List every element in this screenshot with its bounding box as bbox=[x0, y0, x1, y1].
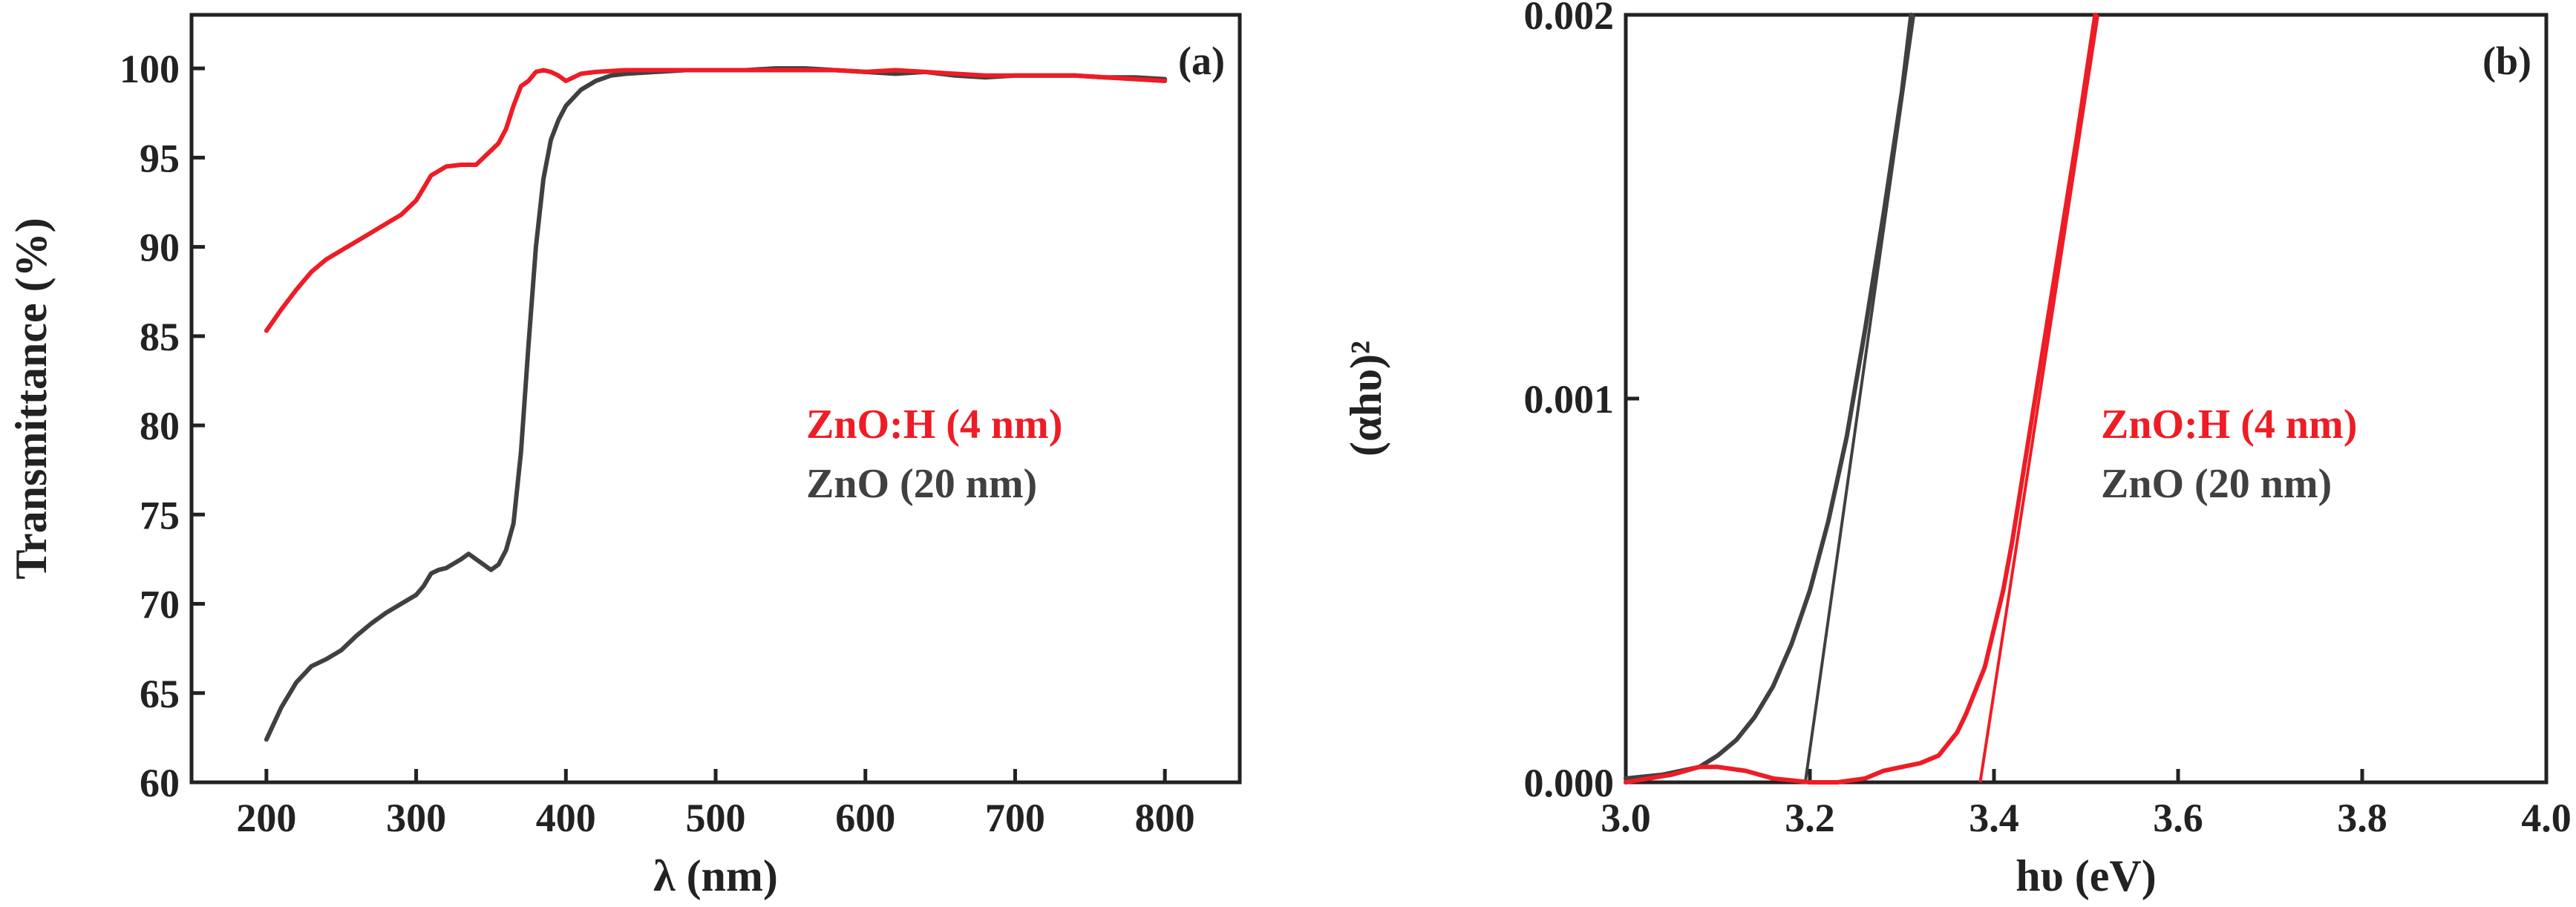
panel-a-legend-zno: ZnO (20 nm) bbox=[806, 461, 1037, 507]
panel-b-y-ticks: 0.000 0.001 0.002 bbox=[1524, 0, 1639, 805]
panel-a-tag: (a) bbox=[1178, 39, 1225, 83]
panel-a-plot-frame bbox=[189, 13, 1242, 785]
panel-b-x-tick-label: 4.0 bbox=[2521, 796, 2572, 840]
panel-a-x-tick-label: 600 bbox=[835, 796, 895, 840]
panel-b-x-axis-label: hυ (eV) bbox=[2016, 851, 2156, 900]
panel-a-legend-zno-h: ZnO:H (4 nm) bbox=[806, 402, 1062, 448]
panel-b-series bbox=[1624, 13, 2100, 785]
panel-b-x-tick-label: 3.0 bbox=[1601, 796, 1651, 840]
panel-b-y-tick-label: 0.001 bbox=[1524, 377, 1615, 422]
panel-b-plot-frame bbox=[1624, 13, 2549, 785]
panel-b-y-tick-label: 0.000 bbox=[1524, 761, 1615, 805]
panel-a-series-zno-h bbox=[264, 68, 1168, 333]
panel-b-tag: (b) bbox=[2482, 39, 2531, 83]
panel-a-y-tick-label: 70 bbox=[140, 583, 180, 627]
panel-b-tauc-chart: 3.0 3.2 3.4 3.6 3.8 4.0 0.000 0.001 0.002 (b) h… bbox=[1341, 0, 2572, 900]
panel-a-y-tick-label: 60 bbox=[140, 761, 180, 805]
panel-b-x-tick-label: 3.2 bbox=[1785, 796, 1835, 840]
panel-a-x-tick-label: 300 bbox=[386, 796, 446, 840]
panel-b-x-tick-label: 3.6 bbox=[2153, 796, 2203, 840]
panel-a-y-axis-label: Transmittance (%) bbox=[7, 217, 56, 579]
panel-a-series bbox=[264, 66, 1168, 742]
panel-a-x-tick-label: 500 bbox=[686, 796, 746, 840]
panel-a-transmittance-chart: 200 300 400 500 600 700 800 60 65 70 75 80 85 90 95 10… bbox=[7, 13, 1242, 900]
panel-a-x-tick-label: 400 bbox=[536, 796, 596, 840]
panel-b-x-tick-label: 3.4 bbox=[1969, 796, 2019, 840]
panel-b-y-tick-label: 0.002 bbox=[1524, 0, 1615, 38]
panel-b-legend-zno: ZnO (20 nm) bbox=[2101, 461, 2332, 507]
panel-a-y-ticks: 60 65 70 75 80 85 90 95 100 bbox=[120, 47, 205, 805]
panel-a-y-tick-label: 75 bbox=[140, 493, 180, 537]
panel-b-legend-zno-h: ZnO:H (4 nm) bbox=[2101, 402, 2357, 448]
panel-b-fit-line-zno-h bbox=[1978, 14, 2100, 783]
panel-a-x-axis-label: λ (nm) bbox=[653, 851, 778, 900]
panel-a-x-tick-label: 700 bbox=[985, 796, 1045, 840]
panel-b-x-ticks: 3.0 3.2 3.4 3.6 3.8 4.0 bbox=[1601, 769, 2572, 840]
panel-a-x-ticks: 200 300 400 500 600 700 800 bbox=[236, 769, 1195, 840]
panel-b-series-zno-h bbox=[1624, 13, 2098, 785]
panel-a-y-tick-label: 80 bbox=[140, 404, 180, 448]
panel-b-x-tick-label: 3.8 bbox=[2337, 796, 2387, 840]
panel-a-y-tick-label: 85 bbox=[140, 315, 180, 359]
panel-b-series-zno bbox=[1624, 13, 1914, 781]
panel-a-y-tick-label: 95 bbox=[140, 136, 180, 180]
panel-a-y-tick-label: 100 bbox=[120, 47, 180, 91]
panel-a-y-tick-label: 90 bbox=[140, 226, 180, 270]
panel-a-x-tick-label: 800 bbox=[1135, 796, 1195, 840]
panel-a-x-tick-label: 200 bbox=[236, 796, 296, 840]
panel-b-y-axis-label: (αhυ)² bbox=[1341, 341, 1390, 456]
panel-a-y-tick-label: 65 bbox=[140, 672, 180, 716]
